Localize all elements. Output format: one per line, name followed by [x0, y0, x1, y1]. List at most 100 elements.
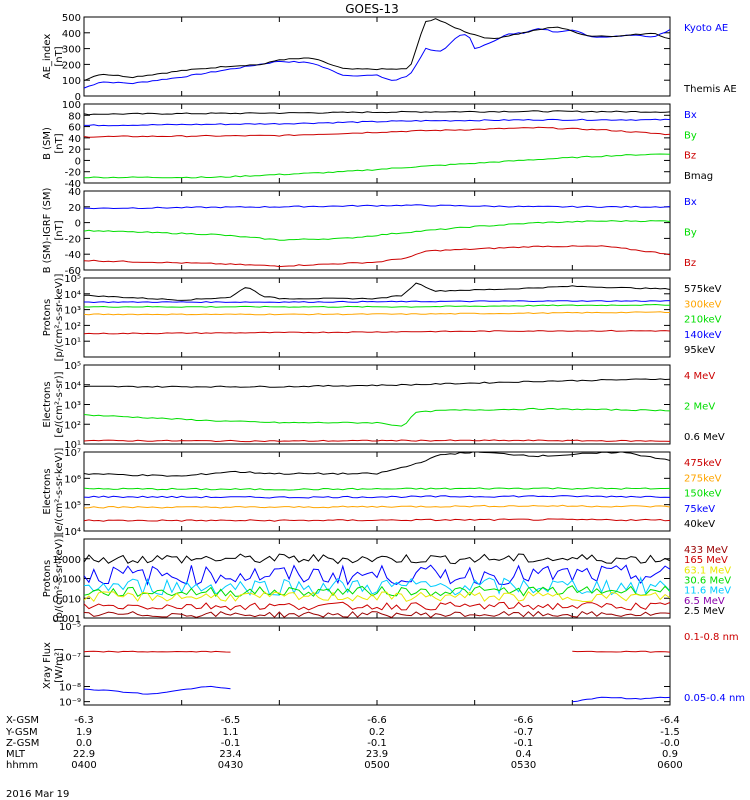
time-axis-value: 0400 [71, 760, 96, 771]
time-axis-value: -0.0 [660, 738, 680, 749]
y-axis-label: B (SM) [42, 127, 53, 160]
legend-entry: Bx [684, 197, 697, 208]
y-tick-label: 10⁴ [64, 290, 81, 301]
series-line [84, 329, 670, 335]
series-line [84, 28, 670, 89]
series-line [84, 610, 670, 618]
y-axis-label: [W/m²] [54, 648, 65, 683]
y-tick-label: 0.010 [52, 594, 81, 605]
series-line [84, 553, 670, 565]
time-axis-value: 0.4 [516, 749, 532, 760]
y-tick-label: 10⁵ [64, 501, 81, 512]
series-line [84, 452, 670, 477]
legend-entry: Bx [684, 110, 697, 121]
time-axis-row-label: Y-GSM [5, 727, 38, 738]
y-tick-label: 10⁻⁵ [59, 622, 81, 633]
series-line [84, 591, 670, 603]
legend-entry: 95keV [684, 345, 715, 356]
panel-5: 10⁵ 10⁴ 10³ 10² 10¹ Electrons [e/(cm²-s-sr)] 4 … [42, 361, 725, 451]
y-tick-label: 20 [68, 203, 81, 214]
time-axis-value: 0.2 [369, 727, 385, 738]
series-line [84, 303, 670, 308]
legend-entry: 11.6 MeV [684, 586, 731, 597]
panel-3: 40 20 0 -20 -40 -60 B (SM)-IGRF (SM) [nT] Bx By Bz [42, 187, 697, 277]
time-axis-value: 0500 [364, 760, 389, 771]
panel-frame [83, 190, 671, 271]
legend-entry: By [684, 130, 697, 141]
y-tick-label: 10⁵ [64, 274, 81, 285]
y-tick-label: 0 [75, 219, 81, 230]
y-axis-label: Electrons [42, 468, 53, 514]
time-axis-value: 23.9 [366, 749, 388, 760]
y-axis-label: Protons [42, 299, 53, 336]
series-line [84, 282, 670, 301]
legend-entry: 30.6 MeV [684, 576, 731, 587]
series-line [84, 585, 670, 598]
series-line [84, 110, 670, 116]
y-axis-label: [e/(cm²-s-sr)] [54, 371, 65, 437]
y-axis-label: [nT] [54, 220, 65, 240]
time-axis-value: -6.3 [74, 715, 94, 726]
y-tick-label: 100 [62, 100, 81, 111]
y-axis-label: B (SM)-IGRF (SM) [42, 188, 53, 274]
y-axis-label: [p/(cm²-s-sr-keV)] [54, 274, 65, 362]
y-axis-label: [p/(cm²-s-sr-keV)] [54, 535, 65, 623]
time-axis-row-label: MLT [6, 749, 26, 760]
time-axis-value: -6.4 [660, 715, 680, 726]
y-tick-label: 40 [68, 187, 81, 198]
time-axis-value: 0430 [218, 760, 243, 771]
y-tick-label: 400 [62, 29, 81, 40]
panel-frame [83, 277, 671, 358]
y-axis-label: AE_index [42, 34, 53, 80]
y-tick-label: 0 [75, 156, 81, 167]
time-axis-value: 22.9 [73, 749, 95, 760]
series-line [84, 18, 670, 82]
legend-entry: 433 MeV [684, 545, 728, 556]
legend-entry: 575keV [684, 284, 722, 295]
panel-frame [83, 625, 671, 706]
series-line [84, 495, 670, 499]
y-tick-label: -20 [65, 234, 81, 245]
time-axis-value: 1.9 [76, 727, 92, 738]
panel-8: 10⁻⁵ 10⁻⁷ 10⁻⁸ 10⁻⁹ Xray Flux [W/m²] 0.1-0.8 n… [42, 622, 745, 709]
y-tick-label: 1.000 [52, 555, 81, 566]
legend-entry: 6.5 MeV [684, 596, 725, 607]
y-tick-label: -40 [65, 250, 81, 261]
time-axis-value: 0600 [657, 760, 682, 771]
y-tick-label: 500 [62, 13, 81, 24]
series-line [84, 311, 670, 316]
panel-frame [83, 103, 671, 184]
time-axis-row-label: hhmm [6, 760, 38, 771]
y-tick-label: 10⁻⁹ [59, 698, 81, 709]
y-tick-label: 10³ [64, 306, 81, 317]
time-axis-value: -1.5 [660, 727, 680, 738]
series-line [84, 601, 670, 611]
y-tick-label: 10⁷ [64, 448, 81, 459]
legend-entry: Bz [684, 258, 696, 269]
y-axis-label: [nT] [54, 133, 65, 153]
time-axis-value: 0530 [511, 760, 536, 771]
series-line [84, 153, 670, 179]
y-tick-label: 80 [68, 111, 81, 122]
series-line [84, 504, 670, 509]
time-axis-row-label: X-GSM [6, 715, 39, 726]
y-tick-label: 60 [68, 123, 81, 134]
legend-entry: Kyoto AE [684, 23, 728, 34]
legend-entry: Bmag [684, 171, 713, 182]
legend-entry: 0.6 MeV [684, 432, 725, 443]
series-line [84, 487, 670, 491]
time-axis-value: -6.5 [221, 715, 241, 726]
time-axis-value: -0.7 [514, 727, 534, 738]
y-tick-label: 10⁵ [64, 361, 81, 372]
time-axis-value: -6.6 [514, 715, 534, 726]
time-axis-value: 0.9 [662, 749, 678, 760]
panel-6: 10⁷ 10⁶ 10⁵ 10⁴ Electrons [e/(cm²-s-sr-keV)] 4… [42, 448, 722, 538]
y-tick-label: 20 [68, 145, 81, 156]
panel-7: 1.000 0.100 0.010 0.001 Protons [p/(cm²-s-sr-… [42, 535, 731, 625]
y-axis-label: Protons [42, 560, 53, 597]
time-axis-value: 1.1 [223, 727, 239, 738]
series-line [84, 204, 670, 210]
y-tick-label: 300 [62, 45, 81, 56]
legend-entry: 475keV [684, 458, 722, 469]
